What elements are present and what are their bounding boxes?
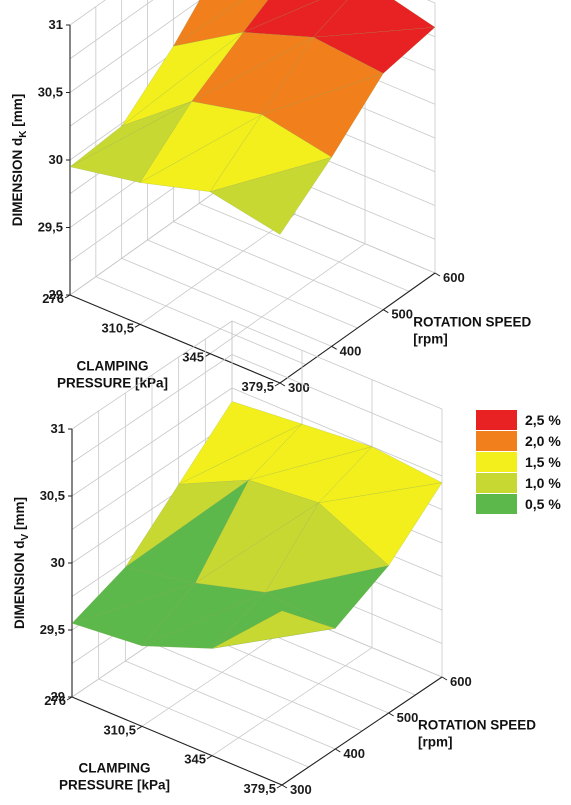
y-tick-label: 500 bbox=[397, 710, 419, 725]
floor-gridline bbox=[125, 660, 336, 750]
legend-swatch bbox=[476, 410, 517, 430]
x-axis-title: PRESSURE [kPa] bbox=[59, 778, 170, 793]
z-tick-label: 31 bbox=[51, 421, 65, 436]
surface-facet bbox=[209, 157, 333, 235]
x-axis-line bbox=[71, 696, 283, 786]
x-tick-label: 276 bbox=[42, 291, 64, 306]
x-tick-label: 276 bbox=[44, 693, 66, 708]
x-tick-label: 310,5 bbox=[103, 722, 136, 737]
surface-facet bbox=[211, 610, 336, 649]
legend-swatch bbox=[476, 431, 517, 451]
y-axis-line bbox=[279, 272, 436, 384]
x-tick-mark bbox=[64, 294, 71, 299]
legend-label: 1,5 % bbox=[525, 454, 561, 470]
wall-gridline bbox=[231, 354, 443, 443]
x-axis-title: CLAMPING bbox=[77, 359, 149, 374]
y-tick-label: 600 bbox=[443, 270, 465, 285]
wall-gridline bbox=[231, 320, 443, 410]
z-axis-title: DIMENSION dV [mm] bbox=[12, 497, 31, 629]
z-axis-title-unit: [mm] bbox=[12, 497, 27, 534]
y-tick-label: 400 bbox=[343, 746, 365, 761]
legend-label: 2,5 % bbox=[525, 412, 561, 428]
z-axis-title-sub: V bbox=[20, 533, 31, 540]
y-axis-line bbox=[281, 676, 443, 786]
y-tick-label: 400 bbox=[340, 343, 362, 358]
z-tick-label: 31 bbox=[49, 17, 63, 32]
legend-swatch bbox=[476, 494, 517, 514]
surface-chart-1: 29 29,5 30 30,5 31 276 310,5 345 379,5 300 400 500 6… bbox=[10, 0, 532, 395]
y-tick-label: 600 bbox=[450, 674, 472, 689]
z-axis-title-sub: K bbox=[18, 130, 29, 138]
legend: 2,5 % 2,0 % 1,5 % 1,0 % 0,5 % bbox=[476, 410, 561, 514]
x-tick-label: 345 bbox=[184, 752, 206, 767]
y-axis-title: ROTATION SPEED bbox=[418, 718, 536, 733]
y-axis-title: ROTATION SPEED bbox=[413, 315, 531, 330]
x-tick-label: 310,5 bbox=[101, 320, 134, 335]
z-axis-title: DIMENSION dK [mm] bbox=[10, 94, 29, 227]
y-tick-mark bbox=[441, 676, 448, 681]
x-tick-mark bbox=[134, 323, 141, 328]
z-tick-label: 29,5 bbox=[40, 622, 65, 637]
y-tick-label: 300 bbox=[290, 782, 312, 797]
y-tick-mark bbox=[335, 748, 341, 753]
legend-label: 0,5 % bbox=[525, 496, 561, 512]
x-tick-mark bbox=[206, 755, 213, 760]
y-axis-title: [rpm] bbox=[413, 332, 448, 347]
x-tick-label: 379,5 bbox=[241, 379, 274, 394]
x-tick-mark bbox=[274, 382, 281, 387]
x-tick-mark bbox=[66, 696, 73, 701]
x-tick-mark bbox=[276, 784, 283, 789]
z-tick-label: 29 bbox=[49, 287, 63, 302]
floor-gridline bbox=[147, 239, 358, 329]
legend-label: 1,0 % bbox=[525, 475, 561, 491]
legend-swatch bbox=[476, 473, 517, 493]
surface bbox=[69, 0, 436, 235]
y-tick-label: 500 bbox=[391, 307, 413, 322]
wall-gridline bbox=[231, 387, 443, 477]
z-axis-title-main: DIMENSION d bbox=[10, 138, 25, 227]
x-axis-line bbox=[69, 294, 281, 384]
legend-swatch bbox=[476, 452, 517, 472]
y-tick-mark bbox=[279, 382, 286, 387]
y-tick-mark bbox=[331, 345, 337, 350]
z-axis-title-unit: [mm] bbox=[10, 94, 25, 131]
y-tick-label: 300 bbox=[288, 380, 310, 395]
x-tick-mark bbox=[136, 725, 143, 730]
x-axis-title: PRESSURE [kPa] bbox=[57, 376, 168, 391]
z-tick-label: 30,5 bbox=[40, 488, 65, 503]
z-tick-label: 29,5 bbox=[38, 220, 63, 235]
floor-gridline bbox=[121, 257, 332, 347]
floor-gridline bbox=[95, 276, 306, 366]
y-tick-mark bbox=[383, 309, 389, 314]
y-tick-mark bbox=[434, 272, 441, 277]
z-axis-title-main: DIMENSION d bbox=[12, 540, 27, 629]
legend-label: 2,0 % bbox=[525, 433, 561, 449]
floor-gridline bbox=[98, 678, 309, 768]
z-tick-label: 30 bbox=[51, 555, 65, 570]
z-tick-label: 30 bbox=[49, 152, 63, 167]
x-axis-title: CLAMPING bbox=[79, 761, 151, 776]
floor-gridline bbox=[173, 221, 384, 311]
y-tick-mark bbox=[281, 784, 288, 789]
x-tick-label: 379,5 bbox=[243, 781, 276, 796]
surface bbox=[71, 401, 443, 649]
surface-chart-2: 29 29,5 30 30,5 31 276 310,5 345 379,5 300 400 500 6… bbox=[12, 320, 536, 797]
y-axis-title: [rpm] bbox=[418, 735, 453, 750]
floor-gridline bbox=[199, 202, 410, 292]
z-tick-label: 30,5 bbox=[38, 85, 63, 100]
floor-gridline bbox=[151, 642, 363, 732]
y-tick-mark bbox=[388, 712, 394, 717]
x-tick-mark bbox=[204, 353, 211, 358]
z-tick-label: 29 bbox=[51, 689, 65, 704]
x-tick-label: 345 bbox=[182, 350, 204, 365]
